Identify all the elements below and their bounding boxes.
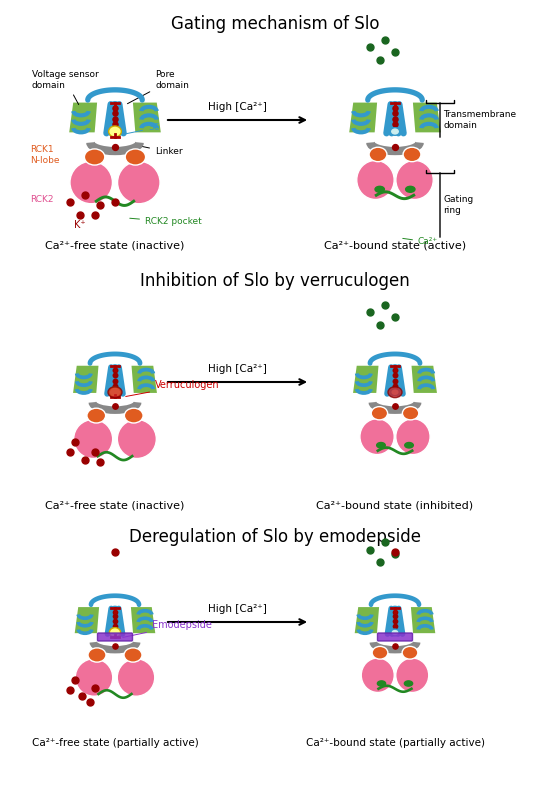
Text: Pore
domain: Pore domain (128, 70, 189, 104)
Text: S6: S6 (123, 123, 160, 134)
Ellipse shape (377, 442, 385, 448)
Ellipse shape (117, 658, 155, 696)
Ellipse shape (117, 419, 156, 458)
Polygon shape (412, 102, 442, 134)
Ellipse shape (375, 186, 384, 192)
Ellipse shape (109, 126, 122, 137)
Text: High [Ca²⁺]: High [Ca²⁺] (208, 364, 267, 374)
Ellipse shape (70, 162, 112, 204)
Ellipse shape (88, 648, 106, 662)
Ellipse shape (360, 418, 394, 454)
Polygon shape (68, 102, 98, 134)
Ellipse shape (396, 418, 430, 454)
Polygon shape (354, 606, 380, 634)
Text: RCK1
N-lobe: RCK1 N-lobe (30, 146, 59, 165)
Polygon shape (130, 606, 156, 634)
Ellipse shape (403, 406, 419, 420)
Ellipse shape (391, 629, 399, 636)
Ellipse shape (109, 387, 121, 398)
Ellipse shape (357, 161, 394, 199)
Text: Verruculogen: Verruculogen (126, 380, 219, 397)
Text: Ca²⁺: Ca²⁺ (403, 238, 438, 246)
Polygon shape (74, 606, 100, 634)
Text: Voltage sensor
domain: Voltage sensor domain (32, 70, 99, 105)
Ellipse shape (74, 419, 113, 458)
Polygon shape (352, 365, 379, 394)
Text: High [Ca²⁺]: High [Ca²⁺] (208, 604, 267, 614)
Text: K⁺: K⁺ (74, 220, 86, 230)
Ellipse shape (396, 658, 429, 693)
Ellipse shape (75, 658, 113, 696)
Text: Linker: Linker (138, 146, 183, 157)
Text: Ca²⁺-bound state (active): Ca²⁺-bound state (active) (324, 240, 466, 250)
Text: Inhibition of Slo by verruculogen: Inhibition of Slo by verruculogen (140, 272, 410, 290)
Text: Gating mechanism of Slo: Gating mechanism of Slo (170, 15, 380, 33)
Text: Deregulation of Slo by emodepside: Deregulation of Slo by emodepside (129, 528, 421, 546)
Ellipse shape (390, 128, 400, 135)
FancyBboxPatch shape (377, 633, 412, 641)
Text: Gating
ring: Gating ring (443, 195, 473, 214)
Ellipse shape (388, 386, 402, 398)
Text: RCK2 pocket: RCK2 pocket (130, 218, 202, 226)
Text: RCK2: RCK2 (30, 195, 53, 205)
Ellipse shape (369, 147, 387, 162)
Text: Ca²⁺-bound state (inhibited): Ca²⁺-bound state (inhibited) (316, 500, 474, 510)
Ellipse shape (124, 408, 143, 423)
Ellipse shape (403, 147, 421, 162)
Polygon shape (132, 102, 162, 134)
Ellipse shape (108, 386, 122, 398)
Text: Ca²⁺-free state (inactive): Ca²⁺-free state (inactive) (45, 240, 185, 250)
Ellipse shape (84, 149, 105, 165)
FancyBboxPatch shape (97, 633, 133, 641)
Ellipse shape (361, 658, 394, 693)
Polygon shape (410, 606, 436, 634)
Ellipse shape (109, 628, 120, 638)
Ellipse shape (406, 186, 415, 192)
Ellipse shape (405, 442, 414, 448)
Ellipse shape (372, 646, 388, 659)
Polygon shape (411, 365, 438, 394)
Text: High [Ca²⁺]: High [Ca²⁺] (208, 102, 267, 112)
Polygon shape (348, 102, 378, 134)
Ellipse shape (396, 161, 433, 199)
Polygon shape (130, 365, 158, 394)
Ellipse shape (390, 389, 399, 396)
Text: Emodepside: Emodepside (123, 620, 212, 638)
Ellipse shape (404, 681, 412, 686)
Ellipse shape (402, 646, 418, 659)
Polygon shape (72, 365, 100, 394)
Text: Transmembrane
domain: Transmembrane domain (443, 110, 516, 130)
Text: Ca²⁺-free state (inactive): Ca²⁺-free state (inactive) (45, 500, 185, 510)
Text: Ca²⁺-bound state (partially active): Ca²⁺-bound state (partially active) (305, 738, 485, 748)
Ellipse shape (371, 406, 388, 420)
Ellipse shape (125, 149, 146, 165)
Ellipse shape (118, 162, 160, 204)
Text: Ca²⁺-free state (partially active): Ca²⁺-free state (partially active) (32, 738, 199, 748)
Ellipse shape (124, 648, 142, 662)
Ellipse shape (377, 681, 386, 686)
Ellipse shape (87, 408, 106, 423)
